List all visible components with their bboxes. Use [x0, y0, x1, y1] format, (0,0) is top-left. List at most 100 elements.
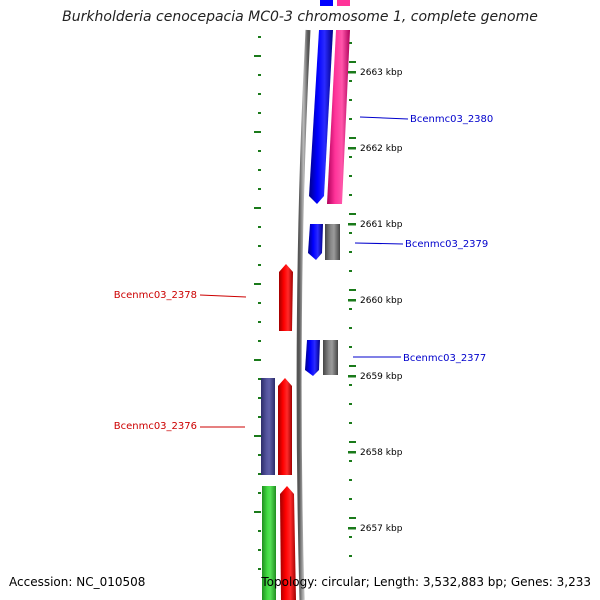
ruler-dot	[349, 536, 352, 538]
kbp-tick: 2662 kbp	[348, 144, 403, 154]
ruler-dot	[349, 479, 352, 481]
forward-other-bar-2377	[323, 340, 338, 375]
ruler-dot	[258, 169, 261, 171]
ruler-dot	[349, 384, 352, 386]
ruler-dot	[258, 397, 261, 399]
ruler-dot	[349, 80, 352, 82]
ruler-dot	[258, 150, 261, 152]
gene-label-text[interactable]: Bcenmc03_2378	[114, 290, 197, 301]
ruler-dot	[258, 378, 261, 380]
ruler-dot	[258, 93, 261, 95]
ruler-dot	[349, 346, 352, 348]
kbp-tick-mark	[348, 451, 356, 454]
ruler-dot	[254, 511, 261, 513]
gene-label-reverse[interactable]: Bcenmc03_2378	[114, 290, 247, 301]
accession-text: Accession: NC_010508	[9, 575, 146, 589]
ruler-dot	[349, 555, 352, 557]
ruler-dot	[258, 74, 261, 76]
ruler-dot	[349, 460, 352, 462]
ruler-dot	[258, 549, 261, 551]
kbp-tick: 2659 kbp	[348, 372, 403, 382]
ruler-dot	[349, 99, 352, 101]
kbp-tick-mark	[348, 299, 356, 302]
left-ruler	[254, 36, 261, 570]
ruler-dot	[254, 207, 261, 209]
kbp-tick-layer: 2663 kbp 2662 kbp 2661 kbp 2660 kbp 2659 kbp…	[348, 68, 403, 534]
ruler-dot	[258, 416, 261, 418]
ruler-dot	[254, 283, 261, 285]
kbp-tick: 2660 kbp	[348, 296, 403, 306]
ruler-dot	[349, 213, 356, 215]
kbp-tick-mark	[348, 375, 356, 378]
ruler-dot	[258, 36, 261, 38]
ruler-dot	[349, 517, 356, 519]
ruler-dot	[258, 340, 261, 342]
kbp-tick: 2657 kbp	[348, 524, 403, 534]
gene-label-forward[interactable]: Bcenmc03_2380	[359, 114, 493, 125]
ruler-dot	[349, 327, 352, 329]
ruler-dot	[349, 422, 352, 424]
ruler-dot	[258, 245, 261, 247]
forward-cds-bar-2380	[309, 30, 333, 204]
ruler-dot	[349, 441, 356, 443]
genome-summary-text: Topology: circular; Length: 3,532,883 bp…	[261, 575, 591, 589]
ruler-dot	[349, 175, 352, 177]
ruler-dot	[349, 194, 352, 196]
green-feature-bar	[262, 486, 276, 600]
kbp-tick-mark	[348, 71, 356, 74]
ruler-dot	[258, 492, 261, 494]
ruler-dot	[349, 270, 352, 272]
kbp-tick-label: 2661 kbp	[360, 220, 403, 230]
ruler-dot	[258, 264, 261, 266]
ruler-dot	[349, 156, 352, 158]
gene-label-text[interactable]: Bcenmc03_2377	[403, 353, 486, 364]
gene-label-layer: Bcenmc03_2380 Bcenmc03_2379 Bcenmc03_2378 B…	[114, 114, 494, 432]
ruler-dot	[258, 473, 261, 475]
ruler-dot	[349, 403, 352, 405]
forward-gene-top-stub	[337, 0, 350, 6]
ruler-dot	[349, 498, 352, 500]
kbp-tick-label: 2657 kbp	[360, 524, 403, 534]
gene-label-reverse[interactable]: Bcenmc03_2376	[114, 421, 245, 432]
ruler-dot	[258, 530, 261, 532]
reverse-other-bar-2376	[261, 378, 275, 475]
ruler-dot	[258, 226, 261, 228]
gene-label-forward[interactable]: Bcenmc03_2379	[354, 239, 488, 250]
gene-label-leader-line	[199, 294, 247, 298]
right-ruler	[349, 42, 356, 557]
ruler-dot	[349, 137, 356, 139]
map-title: Burkholderia cenocepacia MC0-3 chromosom…	[62, 9, 538, 25]
ruler-dot	[258, 568, 261, 570]
ruler-dot	[254, 359, 261, 361]
kbp-tick-label: 2660 kbp	[360, 296, 403, 306]
ruler-dot	[258, 112, 261, 114]
gene-label-forward[interactable]: Bcenmc03_2377	[353, 353, 486, 364]
ruler-dot	[349, 118, 352, 120]
kbp-tick-label: 2663 kbp	[360, 68, 403, 78]
gene-label-leader-line	[354, 242, 404, 245]
kbp-tick: 2661 kbp	[348, 220, 403, 230]
gene-label-text[interactable]: Bcenmc03_2379	[405, 239, 488, 250]
ruler-dot	[258, 302, 261, 304]
ruler-dot	[258, 321, 261, 323]
ruler-dot	[254, 131, 261, 133]
ruler-dot	[349, 251, 352, 253]
ruler-dot	[258, 454, 261, 456]
ruler-dot	[349, 61, 356, 63]
reverse-cds-bar-2376	[278, 378, 292, 475]
ruler-dot	[254, 55, 261, 57]
kbp-tick-label: 2662 kbp	[360, 144, 403, 154]
forward-cds-bar-2379	[308, 224, 323, 260]
kbp-tick: 2663 kbp	[348, 68, 403, 78]
forward-other-bar-2379	[325, 224, 340, 260]
ruler-dot	[349, 308, 352, 310]
sequence-backbone	[296, 29, 311, 600]
reverse-cds-bar-2378	[279, 264, 293, 331]
kbp-tick-label: 2659 kbp	[360, 372, 403, 382]
gene-label-text[interactable]: Bcenmc03_2380	[410, 114, 493, 125]
gene-label-text[interactable]: Bcenmc03_2376	[114, 421, 197, 432]
ruler-dot	[349, 365, 356, 367]
ruler-dot	[349, 42, 352, 44]
forward-gene-bar-2380	[327, 30, 350, 204]
